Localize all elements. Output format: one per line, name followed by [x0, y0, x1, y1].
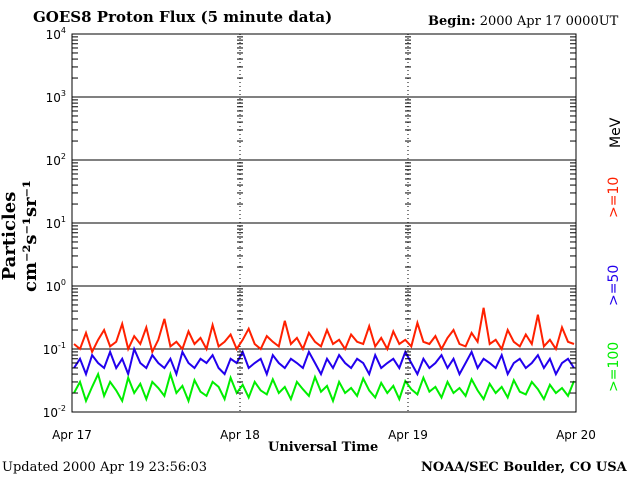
series-line-ge100	[73, 370, 575, 404]
legend-ge10: >=10	[606, 176, 622, 218]
legend-ge50: >=50	[606, 264, 622, 306]
y-tick-label: 102	[46, 152, 66, 168]
series-line-ge50	[73, 345, 575, 378]
x-tick-label: Apr 17	[52, 428, 92, 442]
tick-label-layer: 10-2 10-1 100 101 102 103 104 Apr 17 Apr 18 Apr 1…	[43, 26, 596, 442]
frame-layer	[71, 33, 577, 413]
x-tick-label: Apr 18	[220, 428, 260, 442]
begin-time: Begin: 2000 Apr 17 0000UT	[428, 14, 618, 29]
credit-text: NOAA/SEC Boulder, CO USA	[421, 460, 627, 475]
y-tick-label: 10-1	[43, 341, 66, 357]
y-tick-label: 100	[46, 278, 66, 294]
y-axis-label: Particles cm⁻²s⁻¹sr⁻¹	[0, 180, 41, 292]
y-tick-label: 103	[46, 89, 66, 105]
legend-unit: MeV	[608, 117, 624, 148]
series-line-ge10	[73, 307, 575, 355]
begin-label: Begin:	[428, 14, 476, 29]
x-axis-label: Universal Time	[268, 440, 379, 455]
chart-title: GOES8 Proton Flux (5 minute data)	[33, 8, 333, 26]
updated-label: Updated	[2, 460, 59, 475]
x-tick-label: Apr 19	[388, 428, 428, 442]
x-tick-label: Apr 20	[556, 428, 596, 442]
grid-layer	[72, 34, 576, 412]
y-tick-label: 10-2	[43, 404, 66, 420]
series-layer	[73, 307, 575, 404]
y-tick-label: 104	[46, 26, 66, 42]
plot-frame	[71, 33, 577, 413]
y-tick-label: 101	[46, 215, 66, 231]
updated-value: 2000 Apr 19 23:56:03	[62, 460, 208, 475]
updated-timestamp: Updated 2000 Apr 19 23:56:03	[2, 460, 207, 475]
legend-ge100: >=100	[606, 341, 622, 392]
begin-value: 2000 Apr 17 0000UT	[479, 14, 619, 29]
